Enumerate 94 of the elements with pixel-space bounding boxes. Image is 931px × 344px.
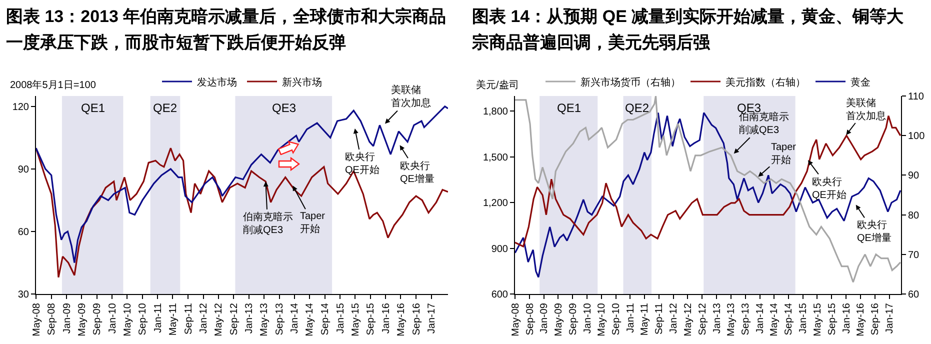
y-axis-title: 美元/盎司: [476, 79, 519, 91]
annotation: 欧央行 QE开始: [812, 176, 846, 201]
x-tick-label: Sep-11: [654, 302, 666, 335]
x-tick-label: Jan-11: [625, 302, 636, 333]
legend-label: 新兴市场: [282, 76, 322, 88]
x-tick-label: Sep-08: [524, 302, 536, 336]
x-tick-label: May-10: [596, 302, 608, 336]
x-tick-label: May-15: [350, 302, 362, 336]
y2-tick-label: 100: [908, 131, 926, 142]
x-tick-label: May-14: [769, 302, 780, 336]
x-tick-label: May-10: [122, 302, 134, 336]
chart-title: 图表 14：从预期 QE 减量到实际开始减量，黄金、铜等大宗商品普遍回调，美元先弱后强: [472, 6, 904, 54]
annotation: Taper 开始: [300, 211, 326, 235]
band-label: QE3: [272, 101, 296, 115]
band-label: QE1: [557, 101, 582, 115]
x-tick-label: Jan-10: [582, 302, 594, 334]
y-tick-label: 30: [18, 290, 30, 300]
x-tick-label: May-09: [553, 302, 564, 336]
x-tick-label: May-08: [31, 302, 42, 336]
annotation: 欧央行 QE开始: [345, 151, 380, 176]
x-tick-label: Jan-17: [426, 302, 438, 334]
y2-tick-label: 60: [908, 290, 920, 300]
legend-label: 新兴市场货币（右轴）: [580, 76, 680, 88]
x-tick-label: May-08: [510, 302, 522, 336]
x-tick-label: Jan-13: [712, 302, 723, 334]
legend-label: 美元指数（右轴）: [726, 76, 806, 88]
y2-tick-label: 110: [908, 92, 924, 102]
x-tick-label: May-11: [168, 302, 179, 336]
y-tick-label: 1,800: [482, 106, 508, 118]
x-tick-label: Jan-16: [380, 302, 392, 334]
y-tick-label: 900: [491, 244, 508, 255]
annotation: 欧央行 QE增量: [400, 160, 434, 185]
x-tick-label: May-13: [726, 302, 738, 336]
x-tick-label: Jan-12: [668, 302, 680, 334]
x-tick-label: May-16: [396, 302, 407, 336]
x-tick-label: Sep-15: [366, 302, 377, 336]
annotation: 美联储首次加息: [846, 97, 886, 122]
annotation: 伯南克暗示削减QE3: [243, 211, 293, 236]
x-tick-label: May-12: [682, 302, 694, 336]
y2-tick-label: 70: [908, 250, 920, 261]
x-tick-label: Jan-10: [107, 302, 118, 334]
y2-tick-label: 80: [908, 210, 920, 222]
band-label: QE1: [81, 101, 106, 115]
x-tick-label: May-16: [856, 302, 867, 336]
x-tick-label: Sep-16: [870, 302, 882, 336]
x-tick-label: Sep-09: [568, 302, 579, 336]
x-tick-label: Sep-14: [784, 302, 795, 336]
x-tick-label: May-14: [304, 302, 316, 336]
x-tick-label: May-09: [76, 302, 88, 336]
x-tick-label: May-13: [259, 302, 270, 336]
x-tick-label: Jan-16: [841, 302, 852, 334]
y-tick-label: 60: [18, 226, 30, 238]
y-tick-label: 600: [491, 290, 508, 300]
x-tick-label: Jan-15: [335, 302, 346, 334]
y-tick-label: 1,500: [482, 152, 508, 164]
band-label: QE2: [625, 101, 650, 115]
x-tick-label: Sep-14: [320, 302, 332, 336]
legend-label: 黄金: [850, 76, 870, 88]
x-tick-label: Sep-08: [46, 302, 58, 336]
x-tick-label: Jan-09: [62, 302, 73, 334]
x-tick-label: Sep-09: [92, 302, 104, 336]
annotation: 美联储首次加息: [391, 84, 431, 109]
x-tick-label: Jan-09: [539, 302, 550, 334]
annotation: Taper 开始: [771, 142, 797, 166]
y-tick-label: 90: [18, 164, 30, 176]
x-tick-label: May-12: [214, 302, 225, 336]
y2-tick-label: 90: [908, 170, 920, 182]
x-tick-label: Jan-11: [152, 302, 164, 333]
x-tick-label: May-11: [640, 302, 651, 336]
x-tick-label: Sep-12: [228, 302, 240, 336]
y-tick-label: 1,200: [482, 198, 508, 210]
x-tick-label: Sep-11: [183, 302, 194, 335]
y-tick-label: 120: [12, 102, 30, 113]
x-tick-label: Jan-14: [290, 302, 301, 334]
x-tick-label: Jan-17: [884, 302, 896, 334]
x-tick-label: Sep-15: [826, 302, 838, 336]
x-tick-label: Sep-10: [611, 302, 622, 336]
x-tick-label: Sep-16: [411, 302, 422, 336]
x-tick-label: Jan-12: [198, 302, 210, 334]
x-tick-label: Sep-13: [274, 302, 286, 336]
x-tick-label: Jan-14: [755, 302, 766, 334]
x-tick-label: Jan-13: [244, 302, 256, 334]
annotation: 欧央行 QE增量: [857, 219, 892, 244]
line-series: [36, 147, 448, 278]
x-tick-label: May-15: [812, 302, 824, 336]
x-tick-label: Jan-15: [798, 302, 810, 334]
legend-label: 发达市场: [197, 76, 237, 88]
x-tick-label: Sep-12: [697, 302, 708, 336]
line-series: [36, 106, 448, 264]
x-tick-label: Sep-10: [138, 302, 149, 336]
chart-title: 图表 13：2013 年伯南克暗示减量后，全球债市和大宗商品一度承压下跌，而股市短暂下跌后便开始反弹: [6, 6, 448, 54]
band-label: QE2: [153, 101, 178, 115]
x-tick-label: Sep-13: [740, 302, 752, 336]
y-axis-title: 2008年5月1日=100: [10, 79, 96, 91]
